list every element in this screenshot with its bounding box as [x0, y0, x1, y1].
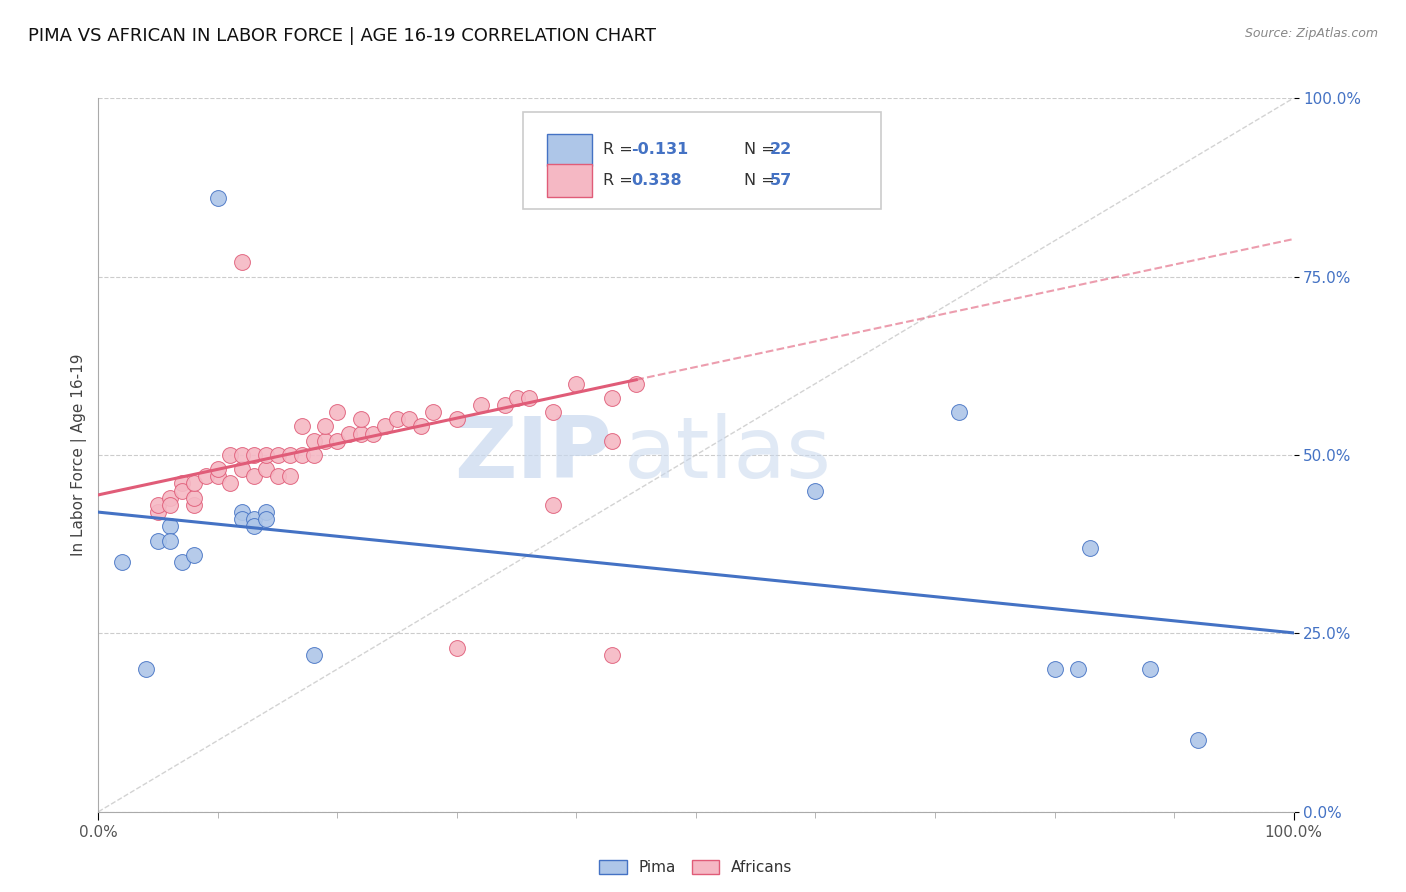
Point: [350, 412, 373, 426]
Point: [337, 426, 360, 441]
Point: [254, 448, 277, 462]
Point: [111, 555, 134, 569]
Point: [278, 448, 301, 462]
Text: R =: R =: [603, 142, 638, 157]
Point: [267, 469, 290, 483]
FancyBboxPatch shape: [547, 164, 592, 196]
Point: [243, 469, 266, 483]
Point: [231, 462, 253, 476]
Point: [159, 491, 181, 505]
Point: [624, 376, 647, 391]
Text: N =: N =: [744, 142, 780, 157]
FancyBboxPatch shape: [523, 112, 882, 209]
Point: [278, 469, 301, 483]
Point: [350, 426, 373, 441]
Point: [290, 448, 312, 462]
Y-axis label: In Labor Force | Age 16-19: In Labor Force | Age 16-19: [72, 353, 87, 557]
Point: [172, 555, 194, 569]
Point: [159, 498, 181, 512]
Point: [207, 469, 229, 483]
Text: 0.338: 0.338: [631, 173, 682, 188]
FancyBboxPatch shape: [547, 134, 592, 166]
Point: [207, 191, 229, 205]
Point: [804, 483, 827, 498]
Point: [541, 405, 564, 419]
Point: [385, 412, 409, 426]
Point: [1187, 733, 1209, 747]
Point: [254, 512, 277, 526]
Point: [183, 498, 205, 512]
Text: Source: ZipAtlas.com: Source: ZipAtlas.com: [1244, 27, 1378, 40]
Text: R =: R =: [603, 173, 638, 188]
Point: [600, 391, 623, 405]
Text: 57: 57: [770, 173, 793, 188]
Legend: Pima, Africans: Pima, Africans: [592, 852, 800, 882]
Point: [172, 476, 194, 491]
Point: [1067, 662, 1090, 676]
Point: [600, 648, 623, 662]
Point: [231, 505, 253, 519]
Point: [231, 255, 253, 269]
Text: N =: N =: [744, 173, 780, 188]
Point: [172, 483, 194, 498]
Point: [600, 434, 623, 448]
Point: [231, 512, 253, 526]
Point: [541, 498, 564, 512]
Point: [290, 419, 312, 434]
Point: [183, 491, 205, 505]
Point: [159, 533, 181, 548]
Point: [411, 419, 433, 434]
Point: [363, 426, 385, 441]
Point: [398, 412, 420, 426]
Point: [565, 376, 588, 391]
Point: [231, 448, 253, 462]
Text: atlas: atlas: [624, 413, 832, 497]
Point: [159, 519, 181, 533]
Point: [470, 398, 492, 412]
Point: [219, 448, 242, 462]
Point: [494, 398, 516, 412]
Point: [948, 405, 970, 419]
Point: [243, 448, 266, 462]
Point: [374, 419, 396, 434]
Point: [148, 533, 170, 548]
Text: -0.131: -0.131: [631, 142, 689, 157]
Point: [326, 405, 349, 419]
Point: [446, 640, 468, 655]
Point: [243, 512, 266, 526]
Point: [302, 448, 325, 462]
Point: [446, 412, 468, 426]
Point: [517, 391, 540, 405]
Point: [254, 462, 277, 476]
Point: [148, 498, 170, 512]
Point: [267, 448, 290, 462]
Point: [1139, 662, 1161, 676]
Point: [254, 505, 277, 519]
Text: ZIP: ZIP: [454, 413, 612, 497]
Text: PIMA VS AFRICAN IN LABOR FORCE | AGE 16-19 CORRELATION CHART: PIMA VS AFRICAN IN LABOR FORCE | AGE 16-…: [28, 27, 657, 45]
Point: [183, 476, 205, 491]
Point: [422, 405, 444, 419]
Point: [315, 419, 337, 434]
Point: [326, 434, 349, 448]
Point: [1080, 541, 1102, 555]
Point: [219, 476, 242, 491]
Point: [541, 112, 564, 127]
Point: [207, 462, 229, 476]
Point: [315, 434, 337, 448]
Point: [243, 519, 266, 533]
Point: [302, 434, 325, 448]
Point: [1043, 662, 1066, 676]
Point: [135, 662, 157, 676]
Point: [506, 391, 529, 405]
Point: [565, 112, 588, 127]
Text: 22: 22: [770, 142, 793, 157]
Point: [302, 648, 325, 662]
Point: [194, 469, 217, 483]
Point: [183, 548, 205, 562]
Point: [148, 505, 170, 519]
